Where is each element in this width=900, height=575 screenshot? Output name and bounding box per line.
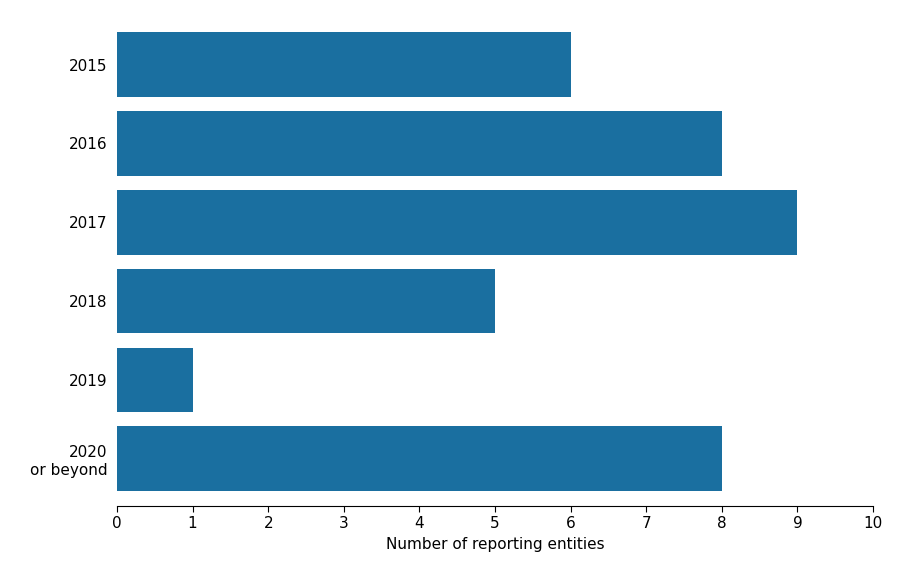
X-axis label: Number of reporting entities: Number of reporting entities	[386, 537, 604, 552]
Bar	[117, 347, 193, 412]
Bar	[117, 190, 797, 255]
Bar	[117, 111, 722, 176]
Bar	[117, 32, 571, 97]
Bar	[117, 269, 495, 334]
Bar	[117, 427, 722, 491]
